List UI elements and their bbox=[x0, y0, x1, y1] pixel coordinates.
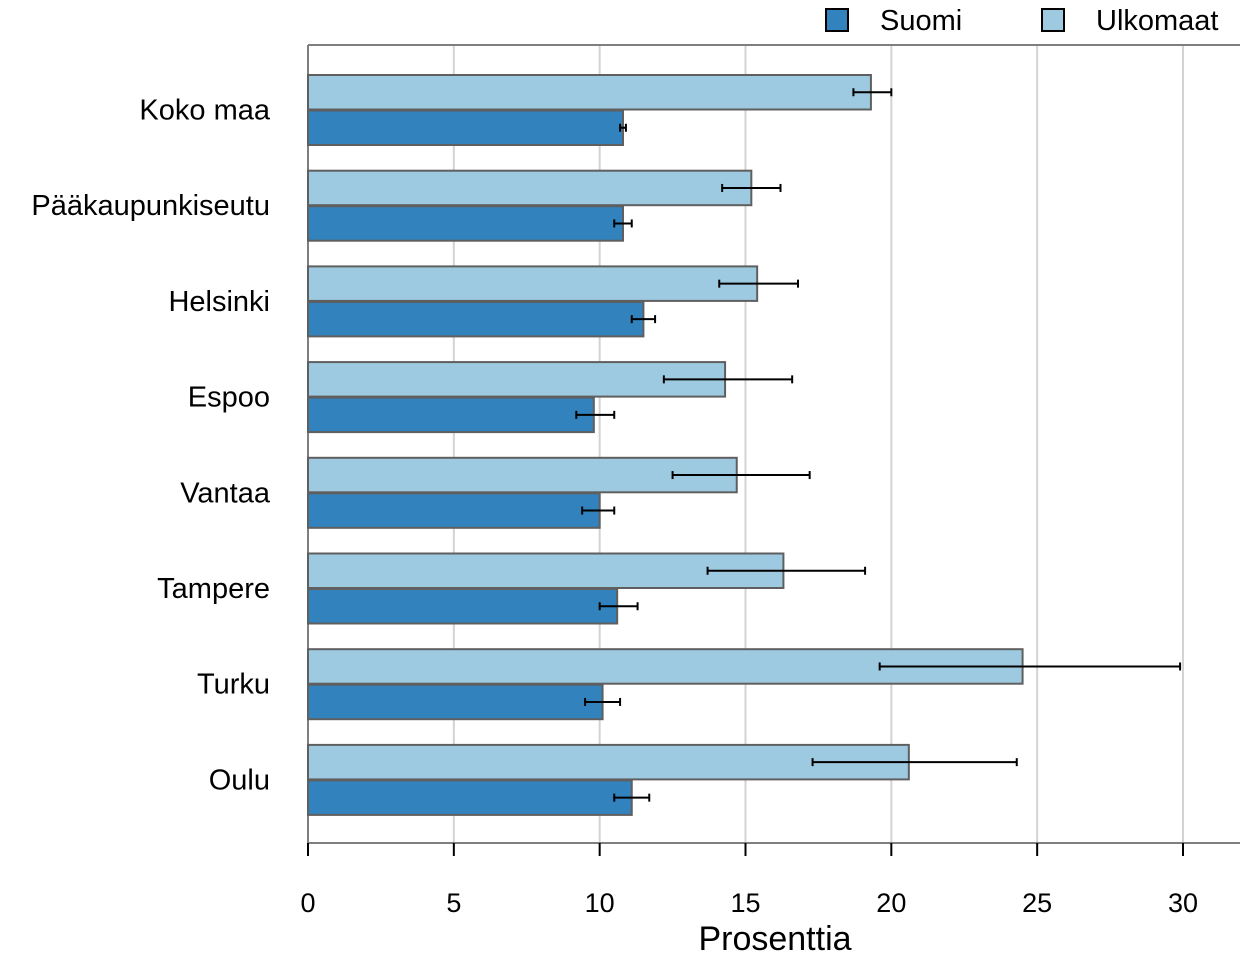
bar-ulkomaat bbox=[307, 361, 727, 398]
bar-ulkomaat bbox=[307, 265, 759, 302]
category-label: Vantaa bbox=[180, 477, 271, 509]
bar-suomi bbox=[307, 492, 601, 529]
category-label: Pääkaupunkiseutu bbox=[31, 190, 270, 222]
category-label: Turku bbox=[197, 669, 270, 701]
category-label: Espoo bbox=[188, 382, 270, 414]
legend-swatch-suomi bbox=[825, 8, 849, 32]
bar-suomi bbox=[307, 205, 624, 242]
x-tick-label: 5 bbox=[446, 888, 461, 918]
bar-ulkomaat bbox=[307, 169, 753, 207]
x-tick-label: 10 bbox=[585, 888, 615, 918]
x-tick-label: 25 bbox=[1022, 888, 1052, 918]
x-tick-label: 20 bbox=[876, 888, 906, 918]
category-label: Oulu bbox=[209, 764, 270, 796]
x-tick-label: 0 bbox=[300, 888, 315, 918]
bar-suomi bbox=[307, 300, 645, 338]
bar-suomi bbox=[307, 588, 619, 625]
x-axis-title: Prosenttia bbox=[698, 920, 851, 956]
category-label: Helsinki bbox=[168, 286, 270, 318]
bar-suomi bbox=[307, 109, 624, 146]
bar-suomi bbox=[307, 779, 633, 816]
bar-ulkomaat bbox=[307, 74, 872, 111]
x-tick-label: 15 bbox=[730, 888, 760, 918]
legend-swatch-ulkomaat bbox=[1041, 8, 1065, 32]
legend-label-suomi: Suomi bbox=[880, 5, 962, 37]
legend-label-ulkomaat: Ulkomaat bbox=[1096, 5, 1219, 37]
x-tick-label: 30 bbox=[1168, 888, 1198, 918]
bar-suomi bbox=[307, 683, 604, 721]
bar-suomi bbox=[307, 396, 595, 434]
category-label: Koko maa bbox=[139, 95, 270, 127]
category-label: Tampere bbox=[157, 573, 270, 605]
